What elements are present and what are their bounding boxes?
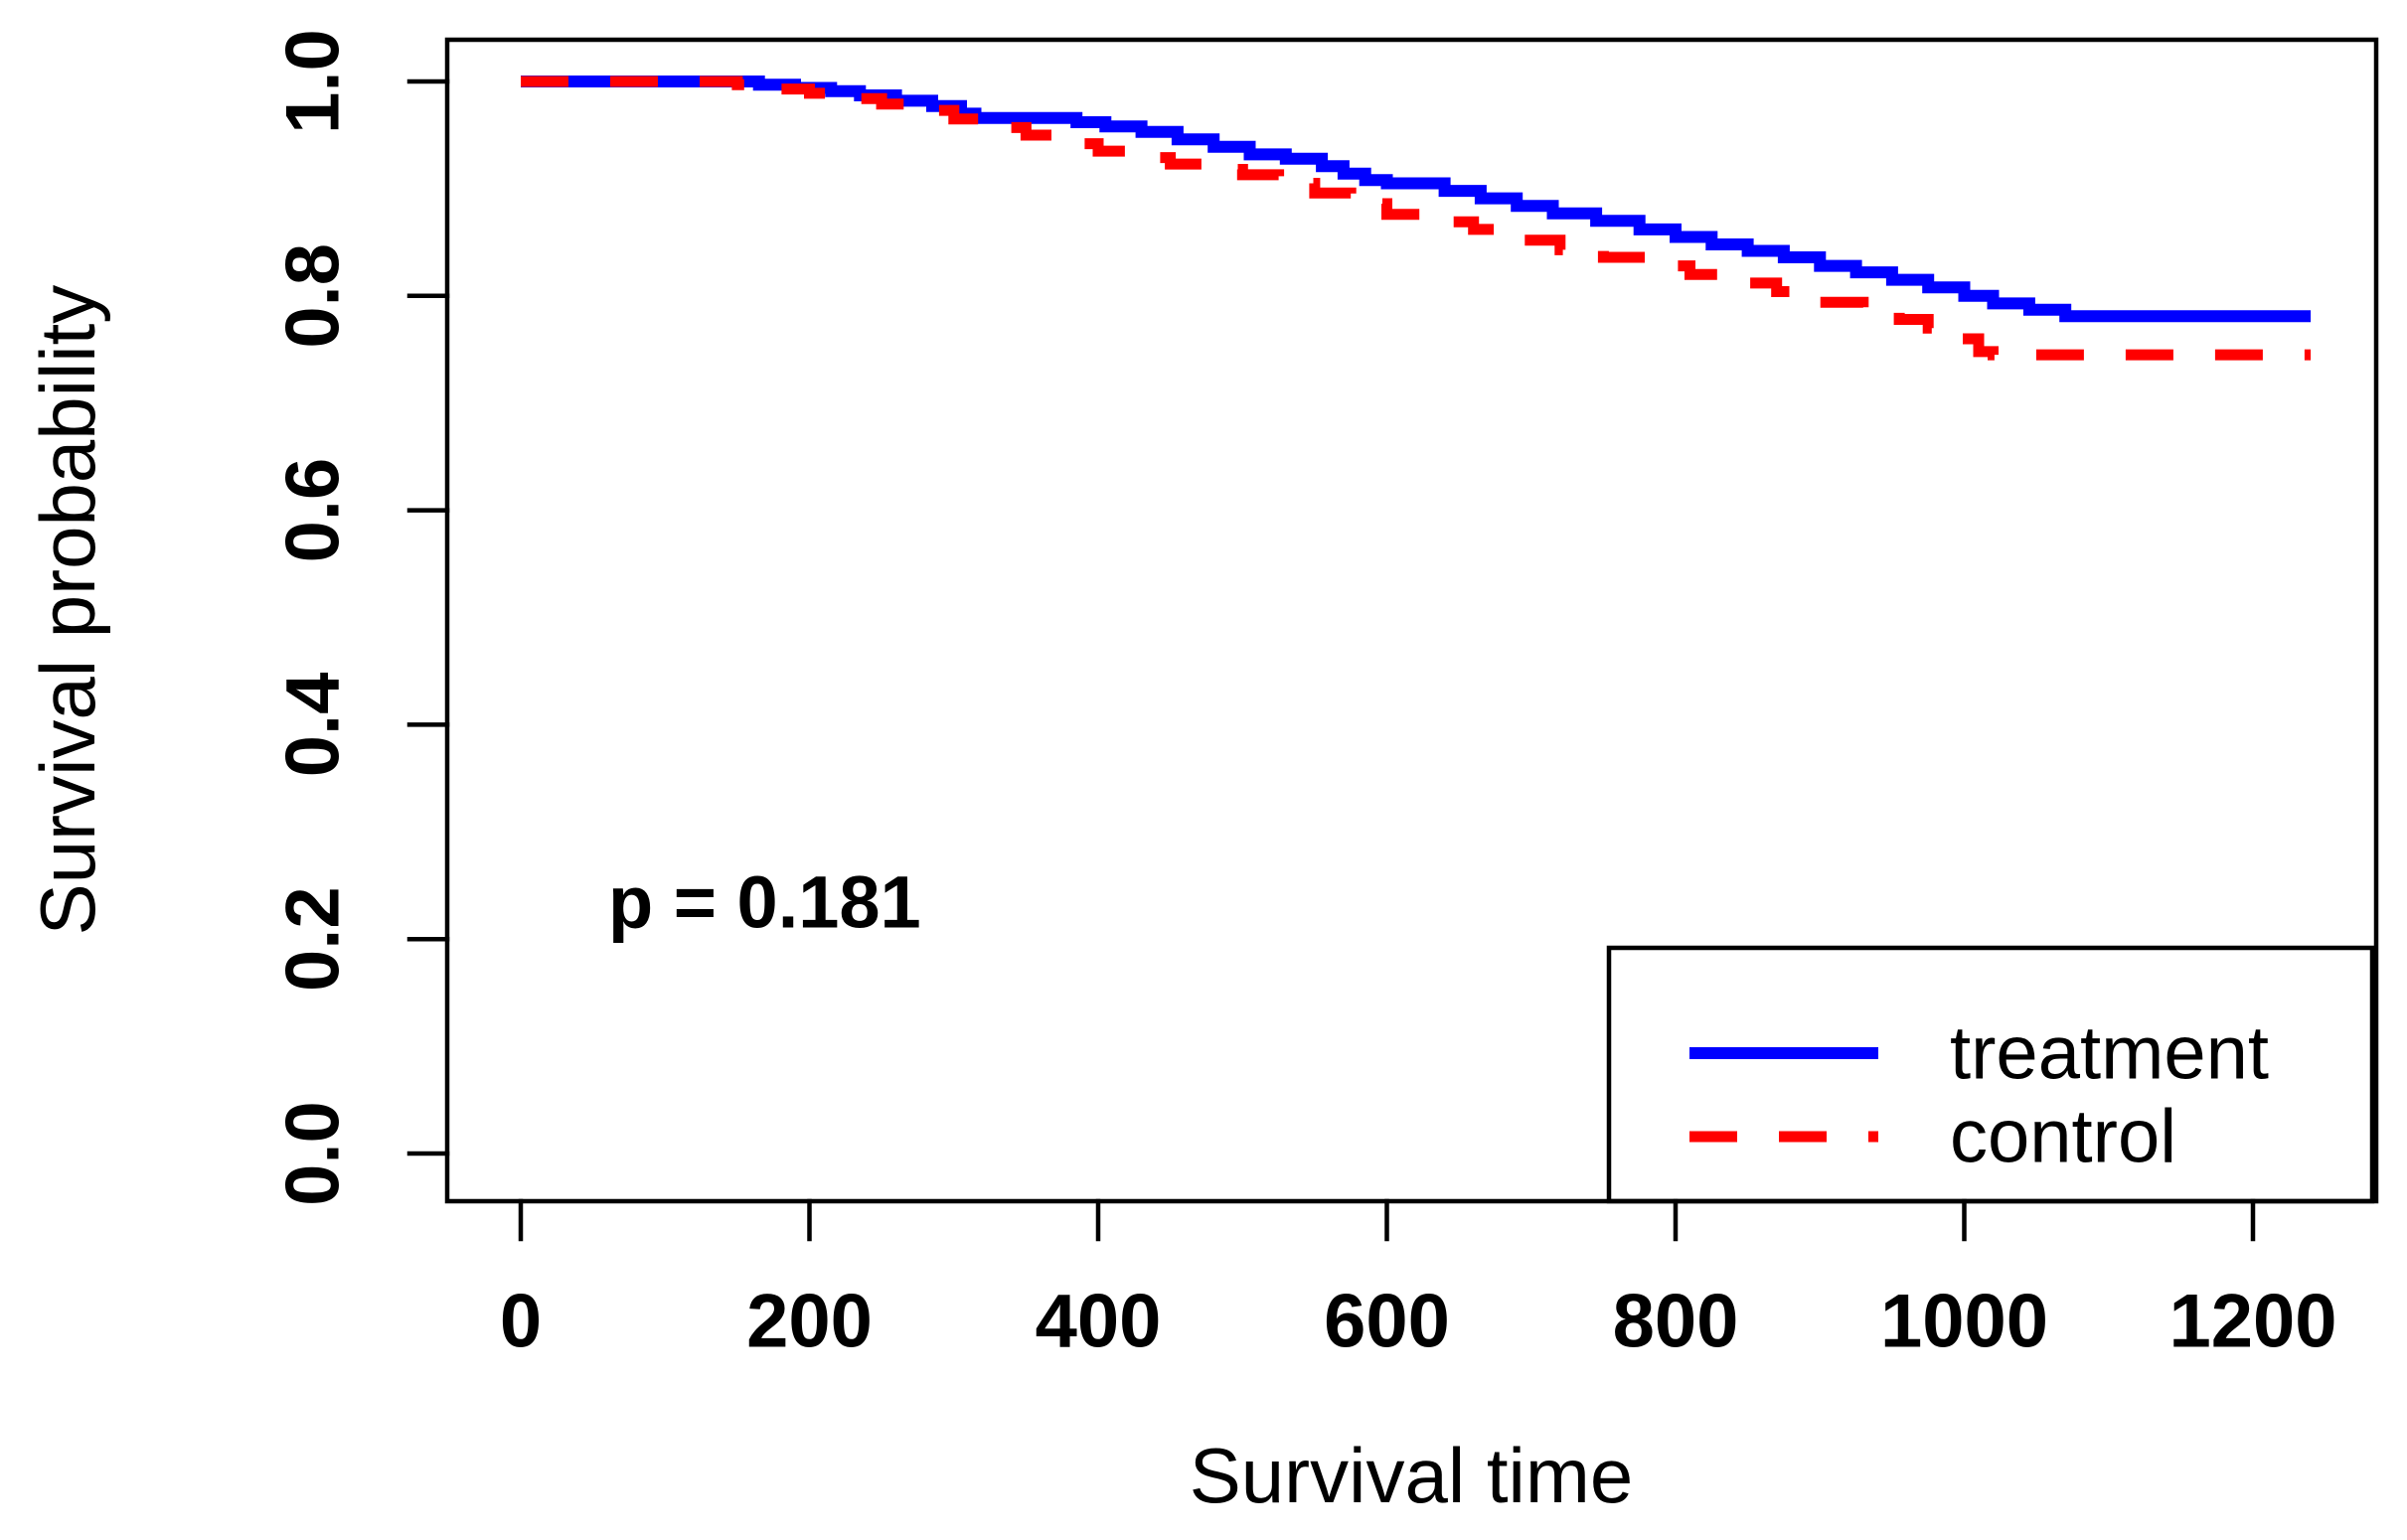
- x-axis-ticks: 0 200 400 600 800 1000 1200: [500, 1198, 2337, 1364]
- x-axis-title: Survival time: [1190, 1432, 1633, 1519]
- y-tick-label: 0.8: [271, 243, 356, 349]
- x-tick-label: 800: [1613, 1280, 1739, 1364]
- y-tick-label: 0.0: [271, 1101, 356, 1206]
- curves-layer: [521, 76, 2312, 361]
- y-axis-title: Survival probability: [24, 285, 111, 936]
- x-tick-label: 0: [500, 1280, 542, 1364]
- legend-label-treatment: treatment: [1950, 1011, 2269, 1096]
- x-tick-label: 1200: [2168, 1280, 2336, 1364]
- x-tick-label: 200: [746, 1280, 873, 1364]
- x-tick-label: 600: [1324, 1280, 1450, 1364]
- y-tick-label: 1.0: [271, 29, 356, 134]
- y-tick-label: 0.2: [271, 886, 356, 992]
- x-tick-label: 1000: [1880, 1280, 2048, 1364]
- x-tick-label: 400: [1036, 1280, 1162, 1364]
- y-tick-label: 0.4: [271, 673, 356, 778]
- p-value-annotation: p = 0.181: [608, 861, 921, 944]
- y-axis-ticks: 0.0 0.2 0.4 0.6 0.8 1.0: [271, 29, 450, 1206]
- legend: treatment control: [1606, 945, 2375, 1204]
- control-curve: [521, 76, 2312, 361]
- legend-label-control: control: [1950, 1095, 2176, 1179]
- plot-box: [444, 37, 2379, 1204]
- legend-box: [1606, 945, 2375, 1204]
- y-tick-label: 0.6: [271, 458, 356, 563]
